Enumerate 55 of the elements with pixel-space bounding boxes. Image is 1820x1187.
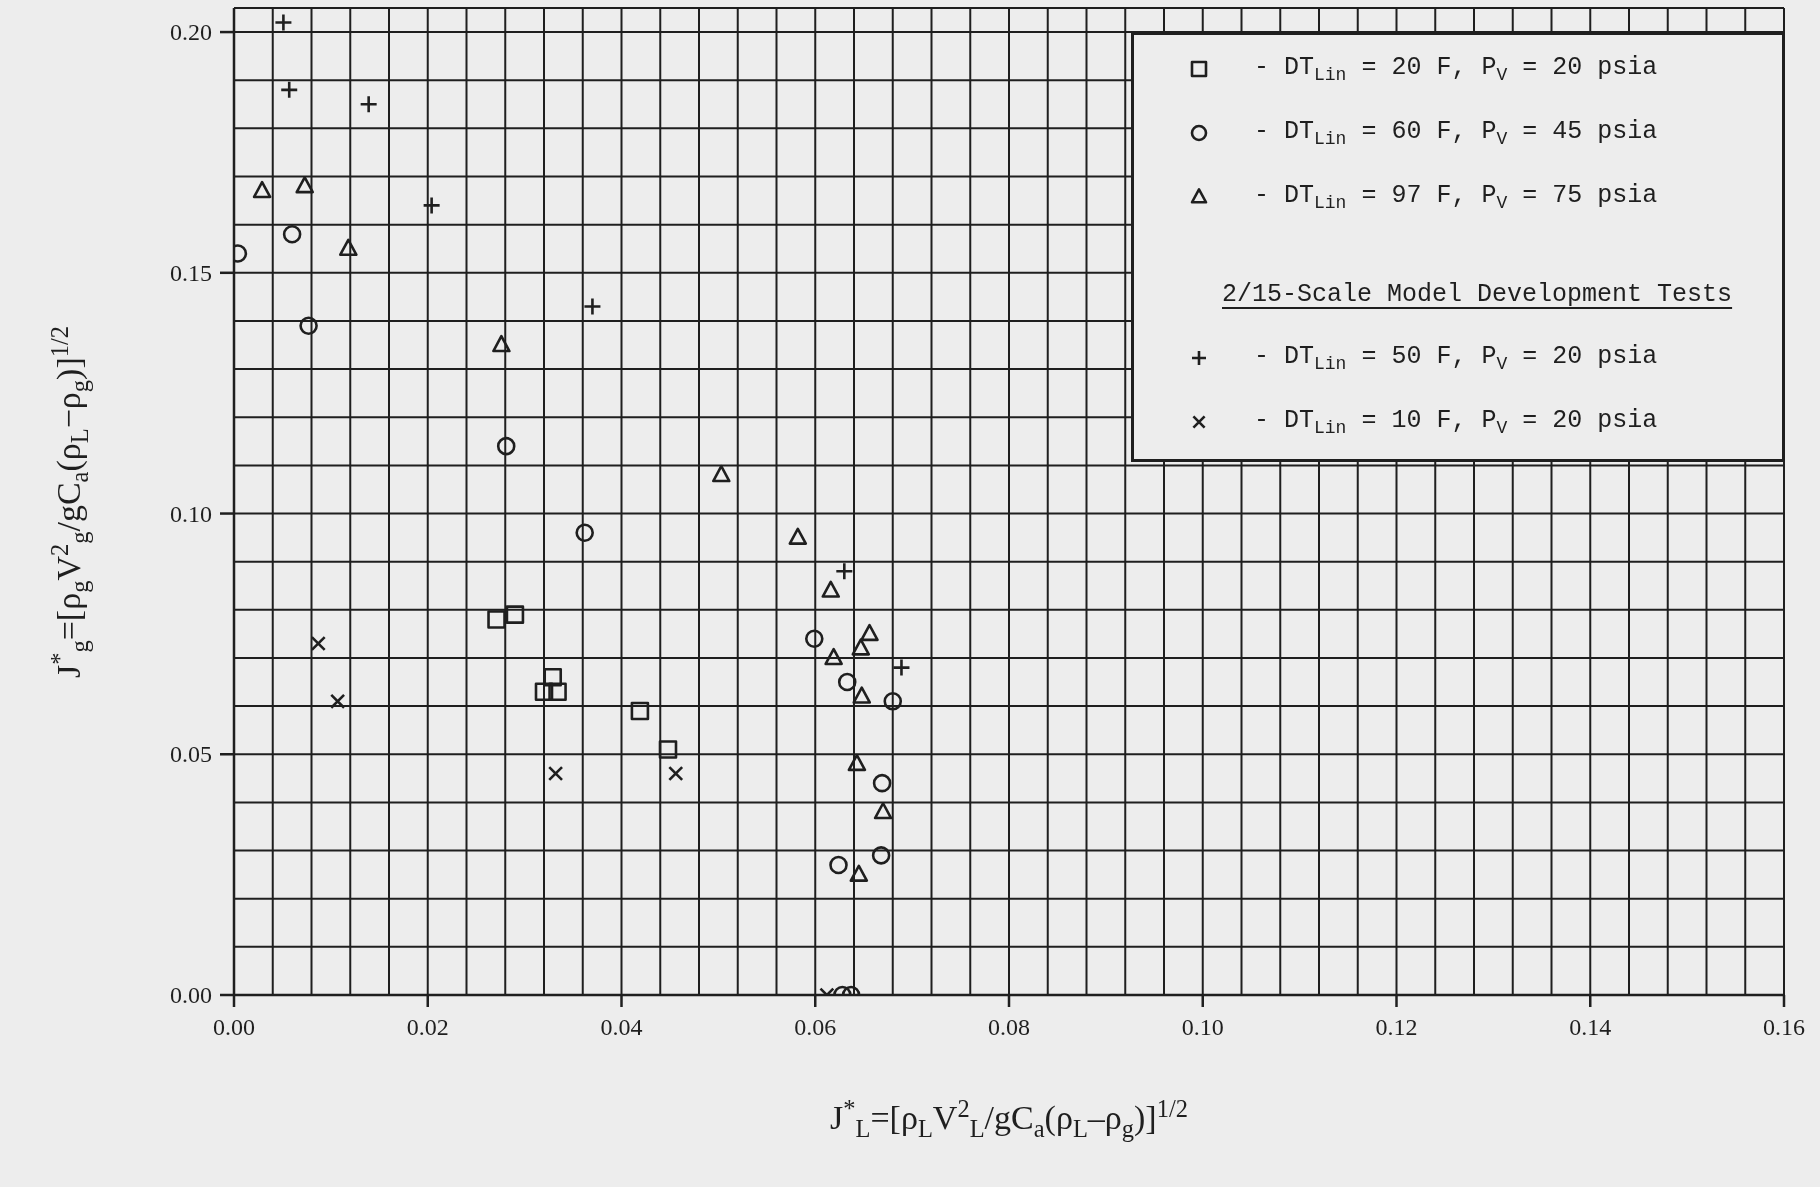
x-tick-label: 0.08 — [988, 1014, 1030, 1040]
x-tick-label: 0.16 — [1763, 1014, 1805, 1040]
point — [295, 176, 315, 194]
point — [872, 773, 892, 793]
x-tick-label: 0.04 — [600, 1014, 643, 1040]
point — [804, 629, 824, 649]
x-tick-label: 0.02 — [406, 1014, 449, 1040]
x-tick-label: 0.10 — [1181, 1014, 1224, 1040]
point — [788, 527, 808, 545]
point — [630, 701, 650, 721]
legend-label: - DT$_{Lin}$ = 20 F, P$_{V}$ = 20 psia — [1254, 53, 1658, 85]
y-tick-label: 0.20 — [170, 19, 212, 46]
point — [837, 672, 857, 692]
legend-label: - DT$_{Lin}$ = 97 F, P$_{V}$ = 75 psia — [1254, 181, 1658, 213]
legend-label: - DT$_{Lin}$ = 50 F, P$_{V}$ = 20 psia — [1254, 342, 1658, 374]
point — [339, 238, 358, 257]
point — [860, 623, 879, 642]
point — [873, 801, 893, 820]
point — [299, 316, 318, 336]
text: J$^{*}$$_{L}$=[ρ$_{L}$V$^{2}$$_{L}$/gC$_{a}$(ρ$_{L}$–ρ$_{g}$)]$^{1/2}$ — [830, 1095, 1188, 1143]
x-tick-label: 0.00 — [213, 1014, 255, 1040]
point — [329, 693, 346, 710]
point — [847, 753, 867, 772]
annotation: 2/15-Scale Model Development Tests — [1222, 279, 1733, 309]
x-tick-label: 0.12 — [1375, 1014, 1418, 1040]
point — [548, 682, 567, 701]
y-tick-label: 0.00 — [170, 982, 212, 1008]
point — [824, 647, 843, 666]
point — [547, 765, 564, 782]
point — [487, 610, 506, 629]
point — [821, 580, 841, 598]
point — [575, 523, 594, 543]
x-tick-label: 0.06 — [794, 1014, 837, 1040]
point — [252, 180, 272, 199]
point — [668, 765, 684, 782]
y-tick-label: 0.15 — [170, 259, 212, 286]
y-tick-label: 0.10 — [170, 500, 212, 527]
point — [492, 334, 511, 353]
point — [851, 638, 871, 656]
point — [883, 692, 903, 711]
point — [282, 224, 302, 244]
point — [658, 740, 678, 759]
legend-label: - DT$_{Lin}$ = 60 F, P$_{V}$ = 45 psia — [1254, 117, 1658, 149]
point — [852, 686, 872, 704]
point — [849, 864, 869, 882]
point — [871, 846, 891, 865]
point — [829, 855, 848, 875]
point — [534, 682, 554, 701]
legend-label: - DT$_{Lin}$ = 10 F, P$_{V}$ = 20 psia — [1254, 406, 1658, 438]
y-tick-label: 0.05 — [170, 741, 212, 768]
point — [711, 464, 731, 483]
x-tick-label: 0.14 — [1569, 1014, 1612, 1040]
point — [310, 635, 326, 652]
point — [505, 605, 525, 624]
point — [496, 436, 516, 456]
